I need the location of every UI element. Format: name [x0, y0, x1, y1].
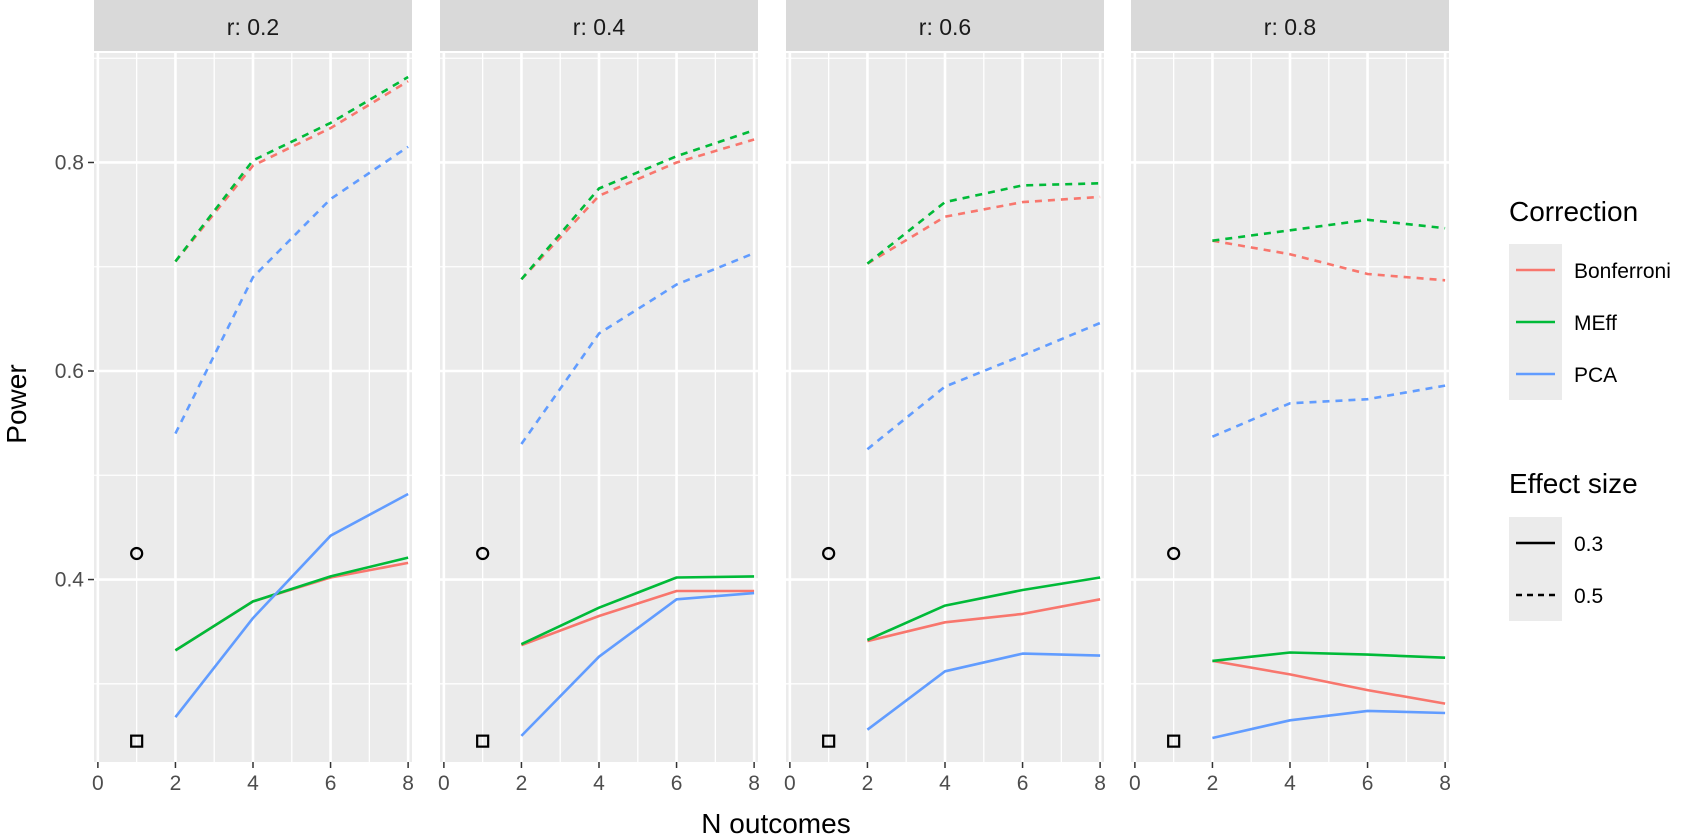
x-tick-label: 0	[438, 772, 450, 795]
x-tick-label: 8	[402, 772, 414, 795]
x-tick-label: 0	[784, 772, 796, 795]
facet-strip	[94, 0, 412, 51]
series-line-bonferroni-effect-03	[1212, 659, 1446, 705]
legend-label-effect-05: 0.5	[1574, 585, 1603, 608]
legend-label-bonferroni: Bonferroni	[1574, 260, 1671, 283]
series-line-pca-effect-05	[1211, 384, 1446, 438]
x-tick-label: 6	[325, 772, 337, 795]
facet-strip	[440, 0, 758, 51]
panel-2: r: 0.4	[440, 0, 758, 762]
point-marker-circle	[130, 546, 144, 561]
y-axis-title: Power	[1, 364, 32, 443]
series-line-pca-effect-05	[520, 251, 755, 445]
panel-1: r: 0.2	[94, 0, 412, 762]
series-line-meff-effect-05	[1212, 218, 1446, 242]
series-line-pca-effect-03	[866, 652, 1101, 731]
facet-strip	[786, 0, 1104, 51]
x-tick-label: 2	[516, 772, 528, 795]
legend-label-effect-03: 0.3	[1574, 533, 1603, 556]
point-marker-square	[1167, 734, 1181, 748]
point-marker-square	[822, 734, 836, 748]
series-line-pca-effect-03	[1212, 709, 1446, 740]
x-tick-label: 4	[593, 772, 605, 795]
series-line-meff-effect-03	[1212, 651, 1446, 663]
panels-group: r: 0.2 r: 0.4 r: 0.6 r: 0.8	[94, 0, 1449, 762]
point-marker-circle	[476, 546, 490, 561]
legend-label-pca: PCA	[1574, 364, 1617, 387]
y-tick-label: 0.8	[55, 151, 84, 174]
series-line-pca-effect-05	[174, 145, 409, 435]
facet-strip	[1131, 0, 1449, 51]
series-line-meff-effect-03	[520, 575, 755, 646]
x-tick-label: 4	[1284, 772, 1296, 795]
x-tick-label: 8	[1094, 772, 1106, 795]
facet-strip-label: r: 0.6	[919, 14, 971, 40]
x-tick-label: 4	[939, 772, 951, 795]
series-line-meff-effect-05	[520, 128, 755, 281]
x-tick-label: 0	[1129, 772, 1141, 795]
x-tick-label: 0	[92, 772, 104, 795]
y-axis: 0.4 0.6 0.8	[55, 151, 94, 592]
y-tick-label: 0.6	[55, 360, 84, 383]
panel-3: r: 0.6	[786, 0, 1104, 762]
facet-strip-label: r: 0.8	[1264, 14, 1316, 40]
x-tick-label: 2	[170, 772, 182, 795]
y-tick-label: 0.4	[55, 569, 85, 592]
x-tick-label: 8	[1439, 772, 1451, 795]
series-line-bonferroni-effect-03	[520, 589, 755, 647]
x-axis-title: N outcomes	[701, 808, 850, 839]
facet-strip-label: r: 0.4	[573, 14, 626, 40]
x-tick-label: 6	[671, 772, 683, 795]
x-tick-label: 2	[1207, 772, 1219, 795]
x-tick-label: 6	[1017, 772, 1029, 795]
point-marker-square	[130, 734, 144, 748]
legend-effect-size: Effect size 0.3 0.5	[1509, 468, 1638, 621]
series-line-pca-effect-03	[520, 591, 755, 737]
facet-strip-label: r: 0.2	[227, 14, 279, 40]
series-line-meff-effect-03	[174, 556, 409, 652]
series-line-meff-effect-03	[866, 576, 1101, 642]
series-line-bonferroni-effect-03	[867, 598, 1101, 643]
x-tick-label: 4	[247, 772, 259, 795]
panel-4: r: 0.8	[1131, 0, 1449, 762]
legend-correction: Correction Bonferroni MEff PCA	[1509, 196, 1671, 400]
x-tick-label: 8	[748, 772, 760, 795]
legend-correction-title: Correction	[1509, 196, 1638, 227]
point-marker-circle	[1167, 546, 1181, 561]
point-marker-square	[476, 734, 490, 748]
series-line-pca-effect-05	[866, 321, 1101, 451]
series-line-pca-effect-03	[174, 492, 409, 719]
legend-label-meff: MEff	[1574, 312, 1617, 335]
series-line-bonferroni-effect-05	[520, 138, 755, 281]
series-line-meff-effect-05	[174, 75, 409, 263]
series-line-bonferroni-effect-05	[866, 195, 1101, 265]
series-line-bonferroni-effect-05	[1212, 239, 1446, 282]
x-tick-label: 6	[1362, 772, 1374, 795]
legend-effect-title: Effect size	[1509, 468, 1638, 499]
point-marker-circle	[822, 546, 836, 561]
x-tick-label: 2	[862, 772, 874, 795]
